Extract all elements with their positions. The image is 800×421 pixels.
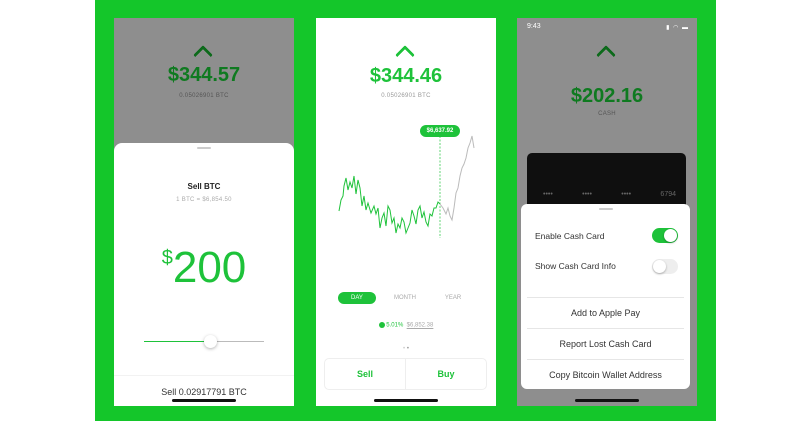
range-tabs: DAY MONTH YEAR	[316, 292, 496, 304]
balance-label: CASH	[598, 111, 616, 117]
btc-amount: 0.05026901 BTC	[381, 93, 431, 99]
price-tooltip: $6,637.92	[420, 125, 460, 137]
add-apple-pay-button[interactable]: Add to Apple Pay	[570, 308, 641, 318]
home-indicator	[575, 399, 639, 402]
sheet-handle[interactable]	[197, 147, 211, 149]
up-arrow-icon	[378, 322, 385, 328]
price-line-past	[338, 175, 441, 235]
price-stats: 5.01% $6,852.38	[316, 322, 496, 329]
cash-screen: 9:43 ▮ ◠ ▬ $202.16 CASH •••• •••• •••• 6…	[517, 18, 697, 406]
home-indicator	[374, 399, 438, 402]
chevron-up-icon[interactable]	[193, 45, 213, 65]
enable-card-toggle[interactable]	[652, 228, 678, 243]
tab-year[interactable]: YEAR	[444, 295, 462, 301]
amount-display: $200	[114, 243, 294, 293]
sheet-title: Sell BTC	[187, 182, 221, 191]
show-card-info-toggle[interactable]	[652, 259, 678, 274]
sell-sheet: Sell BTC 1 BTC = $6,854.50 $200 Sell 0.0…	[114, 143, 294, 406]
copy-wallet-address-button[interactable]: Copy Bitcoin Wallet Address	[549, 370, 662, 380]
currency-symbol: $	[161, 247, 173, 269]
home-indicator	[172, 399, 236, 402]
buy-button[interactable]: Buy	[437, 369, 455, 379]
sell-confirm-button[interactable]: Sell 0.02917791 BTC	[161, 387, 247, 397]
card-last-four: 6794	[660, 191, 676, 198]
balance: $344.46	[369, 65, 443, 87]
show-card-info-label: Show Cash Card Info	[535, 261, 616, 271]
current-price: $6,852.38	[406, 322, 434, 329]
card-group: ••••	[543, 191, 553, 198]
amount-slider[interactable]	[144, 335, 264, 348]
balance: $344.57	[167, 64, 241, 86]
trade-buttons: Sell Buy	[324, 358, 487, 390]
card-number: •••• •••• •••• 6794	[543, 191, 676, 198]
status-time: 9:43	[527, 23, 541, 30]
chart-screen: $344.46 0.05026901 BTC $6,637.92 DAY MON…	[316, 18, 496, 406]
sheet-handle[interactable]	[599, 208, 613, 210]
price-line-future	[439, 135, 475, 222]
sell-screen: $344.57 0.05026901 BTC Sell BTC 1 BTC = …	[114, 18, 294, 406]
status-icons: ▮ ◠ ▬	[666, 25, 689, 31]
balance: $202.16	[570, 85, 644, 107]
chevron-up-icon[interactable]	[596, 45, 616, 65]
report-lost-card-button[interactable]: Report Lost Cash Card	[559, 339, 652, 349]
slider-fill	[144, 341, 210, 342]
amount-value: 200	[172, 243, 247, 292]
change-percent: 5.01%	[386, 322, 404, 329]
tab-month[interactable]: MONTH	[394, 295, 416, 301]
card-group: ••••	[621, 191, 632, 198]
card-options-sheet: Enable Cash Card Show Cash Card Info Add…	[521, 204, 690, 389]
price-chart[interactable]	[316, 18, 496, 278]
tab-day[interactable]: DAY	[338, 292, 376, 304]
sell-button[interactable]: Sell	[325, 359, 406, 389]
exchange-rate: 1 BTC = $6,854.50	[176, 197, 232, 203]
slider-thumb[interactable]	[204, 335, 217, 348]
enable-card-label: Enable Cash Card	[535, 231, 605, 241]
page-dots: • •	[403, 346, 409, 352]
card-group: ••••	[582, 191, 592, 198]
btc-amount: 0.05026901 BTC	[179, 93, 229, 99]
